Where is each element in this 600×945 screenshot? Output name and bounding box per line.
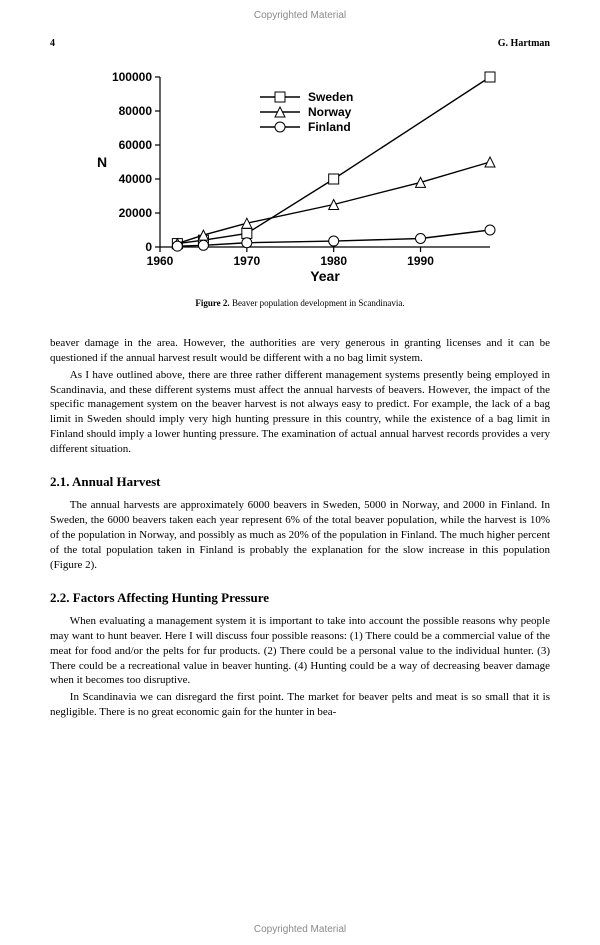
page: Copyrighted Material 4 G. Hartman 0 20000… [0, 0, 600, 945]
page-number: 4 [50, 38, 55, 49]
svg-text:1970: 1970 [233, 254, 260, 268]
caption-label: Figure 2. [195, 298, 229, 308]
section-heading-2-2: 2.2. Factors Affecting Hunting Pressure [50, 589, 550, 607]
svg-text:Year: Year [310, 268, 340, 284]
svg-text:1990: 1990 [407, 254, 434, 268]
svg-text:N: N [97, 154, 107, 170]
caption-text: Beaver population development in Scandin… [232, 298, 405, 308]
svg-text:1960: 1960 [147, 254, 174, 268]
svg-text:80000: 80000 [119, 104, 153, 118]
section-heading-2-1: 2.1. Annual Harvest [50, 473, 550, 491]
paragraph: beaver damage in the area. However, the … [50, 336, 550, 366]
beaver-population-chart: 0 20000 40000 60000 80000 100000 1960 1970 1980 1… [90, 67, 510, 287]
svg-text:Norway: Norway [308, 105, 352, 119]
paragraph: As I have outlined above, there are thre… [50, 368, 550, 457]
paragraph: The annual harvests are approximately 60… [50, 498, 550, 572]
paragraph: When evaluating a management system it i… [50, 614, 550, 688]
svg-text:20000: 20000 [119, 206, 153, 220]
svg-text:100000: 100000 [112, 70, 152, 84]
svg-text:1980: 1980 [320, 254, 347, 268]
svg-text:Sweden: Sweden [308, 90, 353, 104]
svg-text:40000: 40000 [119, 172, 153, 186]
body-text: beaver damage in the area. However, the … [50, 336, 550, 720]
author-head: G. Hartman [498, 38, 550, 49]
svg-text:Finland: Finland [308, 120, 351, 134]
chart-container: 0 20000 40000 60000 80000 100000 1960 1970 1980 1… [90, 67, 510, 292]
copyright-top: Copyrighted Material [0, 10, 600, 21]
paragraph: In Scandinavia we can disregard the firs… [50, 690, 550, 720]
svg-text:60000: 60000 [119, 138, 153, 152]
copyright-bottom: Copyrighted Material [0, 924, 600, 935]
svg-text:0: 0 [145, 240, 152, 254]
figure-caption: Figure 2. Beaver population development … [50, 298, 550, 308]
running-head: 4 G. Hartman [50, 38, 550, 49]
